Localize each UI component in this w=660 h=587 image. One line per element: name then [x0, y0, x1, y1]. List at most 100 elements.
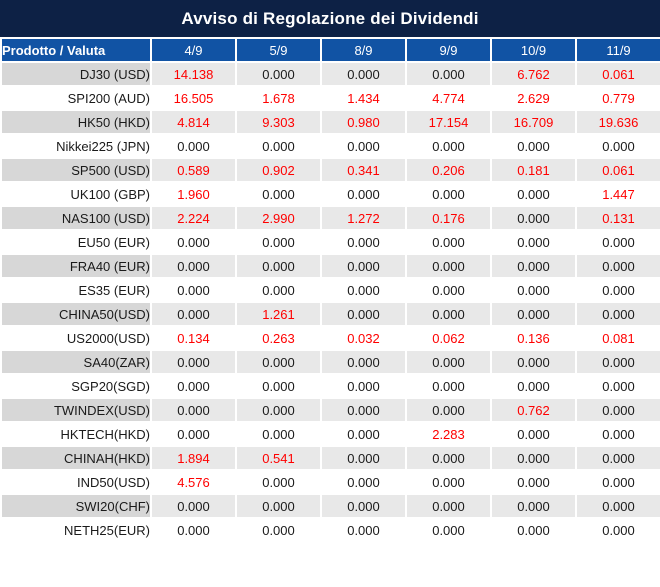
value-cell: 0.000	[575, 229, 660, 255]
value-cell: 0.000	[320, 229, 407, 255]
product-cell: EU50 (EUR)	[0, 229, 152, 255]
value-cell: 0.000	[490, 349, 577, 375]
value-cell: 0.000	[490, 373, 577, 399]
value-cell: 0.176	[405, 205, 492, 231]
value-cell: 0.000	[490, 469, 577, 495]
value-cell: 0.000	[575, 349, 660, 375]
value-cell: 0.000	[405, 301, 492, 327]
value-cell: 0.136	[490, 325, 577, 351]
value-cell: 0.000	[235, 397, 322, 423]
value-cell: 0.000	[320, 277, 407, 303]
value-cell: 0.980	[320, 109, 407, 135]
value-cell: 0.000	[150, 301, 237, 327]
column-header-product: Prodotto / Valuta	[0, 37, 152, 63]
product-cell: FRA40 (EUR)	[0, 253, 152, 279]
value-cell: 0.000	[235, 469, 322, 495]
value-cell: 0.206	[405, 157, 492, 183]
value-cell: 0.000	[235, 133, 322, 159]
value-cell: 0.000	[490, 181, 577, 207]
value-cell: 0.061	[575, 157, 660, 183]
value-cell: 0.000	[575, 301, 660, 327]
table-row: SPI200 (AUD) 16.505 1.678 1.434 4.774 2.629 0.…	[0, 85, 660, 111]
table-row: SWI20(CHF) 0.000 0.000 0.000 0.000 0.000 0.000	[0, 493, 660, 519]
value-cell: 0.000	[405, 181, 492, 207]
table-row: DJ30 (USD) 14.138 0.000 0.000 0.000 6.762 0.06…	[0, 61, 660, 87]
product-cell: Nikkei225 (JPN)	[0, 133, 152, 159]
value-cell: 6.762	[490, 61, 577, 87]
table-row: US2000(USD) 0.134 0.263 0.032 0.062 0.136 0.08…	[0, 325, 660, 351]
product-cell: DJ30 (USD)	[0, 61, 152, 87]
value-cell: 0.000	[405, 133, 492, 159]
header-row: Prodotto / Valuta 4/9 5/9 8/9 9/9 10/9 1…	[0, 37, 660, 63]
value-cell: 2.283	[405, 421, 492, 447]
product-cell: TWINDEX(USD)	[0, 397, 152, 423]
value-cell: 1.261	[235, 301, 322, 327]
table-row: HKTECH(HKD) 0.000 0.000 0.000 2.283 0.000 0.00…	[0, 421, 660, 447]
table-row: IND50(USD) 4.576 0.000 0.000 0.000 0.000 0.000	[0, 469, 660, 495]
product-cell: US2000(USD)	[0, 325, 152, 351]
value-cell: 0.000	[575, 493, 660, 519]
value-cell: 0.000	[405, 229, 492, 255]
value-cell: 0.000	[575, 421, 660, 447]
value-cell: 0.000	[320, 61, 407, 87]
value-cell: 0.000	[320, 445, 407, 471]
value-cell: 17.154	[405, 109, 492, 135]
value-cell: 19.636	[575, 109, 660, 135]
value-cell: 0.000	[150, 229, 237, 255]
value-cell: 0.134	[150, 325, 237, 351]
table-row: Nikkei225 (JPN) 0.000 0.000 0.000 0.000 0.000…	[0, 133, 660, 159]
value-cell: 0.181	[490, 157, 577, 183]
notice-title: Avviso di Regolazione dei Dividendi	[0, 0, 660, 37]
value-cell: 0.000	[490, 133, 577, 159]
value-cell: 0.000	[490, 517, 577, 543]
value-cell: 0.000	[405, 253, 492, 279]
value-cell: 0.762	[490, 397, 577, 423]
value-cell: 0.000	[235, 253, 322, 279]
value-cell: 0.000	[320, 421, 407, 447]
product-cell: SPI200 (AUD)	[0, 85, 152, 111]
value-cell: 1.272	[320, 205, 407, 231]
value-cell: 0.000	[320, 181, 407, 207]
value-cell: 0.341	[320, 157, 407, 183]
value-cell: 0.541	[235, 445, 322, 471]
value-cell: 0.000	[320, 133, 407, 159]
value-cell: 4.774	[405, 85, 492, 111]
value-cell: 0.062	[405, 325, 492, 351]
value-cell: 0.000	[235, 277, 322, 303]
value-cell: 0.000	[235, 181, 322, 207]
value-cell: 0.263	[235, 325, 322, 351]
value-cell: 0.000	[320, 469, 407, 495]
value-cell: 0.131	[575, 205, 660, 231]
value-cell: 0.000	[405, 469, 492, 495]
column-header-date-2: 5/9	[235, 37, 322, 63]
value-cell: 14.138	[150, 61, 237, 87]
value-cell: 0.000	[575, 373, 660, 399]
value-cell: 0.000	[150, 397, 237, 423]
value-cell: 1.894	[150, 445, 237, 471]
value-cell: 0.000	[235, 349, 322, 375]
value-cell: 2.629	[490, 85, 577, 111]
table-row: SP500 (USD) 0.589 0.902 0.341 0.206 0.181 0.06…	[0, 157, 660, 183]
value-cell: 0.000	[405, 445, 492, 471]
product-cell: UK100 (GBP)	[0, 181, 152, 207]
value-cell: 0.000	[235, 421, 322, 447]
value-cell: 0.081	[575, 325, 660, 351]
value-cell: 0.000	[405, 373, 492, 399]
value-cell: 0.902	[235, 157, 322, 183]
value-cell: 0.000	[490, 445, 577, 471]
product-cell: SGP20(SGD)	[0, 373, 152, 399]
value-cell: 1.960	[150, 181, 237, 207]
table-row: UK100 (GBP) 1.960 0.000 0.000 0.000 0.000 1.44…	[0, 181, 660, 207]
table-row: ES35 (EUR) 0.000 0.000 0.000 0.000 0.000 0.000	[0, 277, 660, 303]
product-cell: CHINA50(USD)	[0, 301, 152, 327]
value-cell: 0.589	[150, 157, 237, 183]
value-cell: 0.000	[405, 397, 492, 423]
dividend-adjustment-notice: Avviso di Regolazione dei Dividendi Prod…	[0, 0, 660, 543]
value-cell: 1.447	[575, 181, 660, 207]
table-row: CHINAH(HKD) 1.894 0.541 0.000 0.000 0.000 0.00…	[0, 445, 660, 471]
value-cell: 0.000	[235, 229, 322, 255]
product-cell: NETH25(EUR)	[0, 517, 152, 543]
value-cell: 16.709	[490, 109, 577, 135]
value-cell: 0.000	[320, 349, 407, 375]
value-cell: 0.000	[405, 517, 492, 543]
